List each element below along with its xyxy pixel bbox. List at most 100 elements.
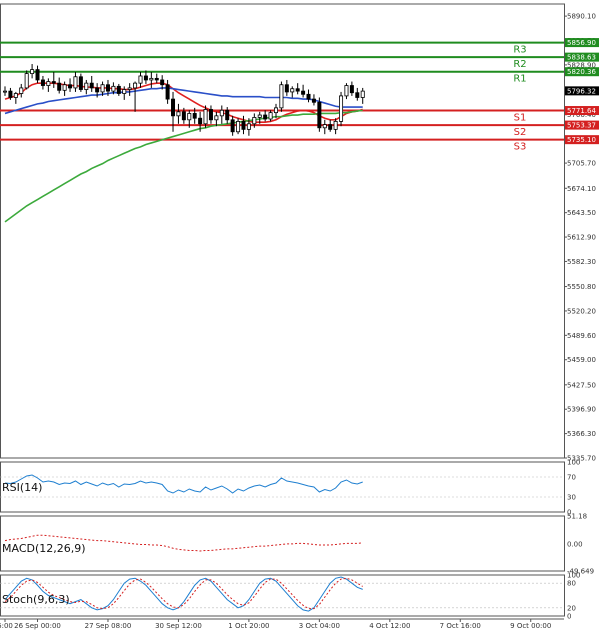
candle-bullish: [219, 109, 224, 117]
level-label-r2: R2: [513, 59, 526, 70]
level-price-tag-r2: [565, 52, 599, 62]
candle-bullish: [84, 82, 89, 90]
candle-bearish: [40, 79, 45, 86]
candle-bullish: [100, 84, 105, 93]
x-axis-tick-label: 6:00: [0, 622, 13, 630]
candle-bearish: [171, 98, 176, 117]
candle-bearish: [208, 109, 213, 121]
candle-bearish: [116, 85, 121, 94]
stoch-scale-label: 80: [567, 580, 576, 588]
candle-bearish: [355, 92, 360, 98]
level-price-label-s2: 5753.37: [567, 122, 596, 130]
candle-bullish: [133, 82, 138, 89]
macd-scale-label: -49.649: [567, 568, 594, 576]
candle-bullish: [19, 87, 24, 94]
stoch-k-line: [4, 576, 363, 612]
candle-bullish: [30, 69, 35, 74]
macd-panel-frame: [0, 515, 565, 572]
candle-bullish: [322, 124, 327, 129]
current-price-label: 5796.32: [567, 87, 596, 95]
candle-bearish: [295, 88, 300, 92]
candle-bearish: [198, 117, 203, 125]
level-price-tag-s3: [565, 135, 599, 145]
candle-bullish: [176, 111, 181, 117]
candle-bearish: [78, 76, 83, 90]
x-axis-tick-label: 7 Oct 16:00: [440, 622, 481, 630]
candle-bearish: [105, 84, 110, 92]
y-axis-tick-label: 5643.50: [567, 209, 596, 217]
candle-bullish: [187, 113, 192, 121]
candle-bullish: [127, 87, 132, 90]
x-axis-tick-label: 30 Sep 12:00: [155, 622, 202, 630]
level-label-s3: S3: [514, 142, 527, 153]
level-label-s2: S2: [514, 127, 527, 138]
macd-scale-label: 51.18: [567, 513, 587, 521]
stoch-scale-label: 20: [567, 604, 576, 612]
current-price-tag: [565, 86, 599, 96]
candle-bullish: [268, 112, 273, 120]
candle-bearish: [349, 85, 354, 94]
moving-average-line-3: [4, 109, 363, 223]
candle-bearish: [165, 84, 170, 100]
level-price-label-s3: 5735.10: [567, 136, 596, 144]
candle-bearish: [95, 87, 100, 93]
candle-bullish: [203, 109, 208, 125]
candle-bullish: [46, 81, 51, 86]
rsi-scale-label: 70: [567, 474, 576, 482]
y-axis-tick-label: 5550.80: [567, 283, 596, 291]
x-axis-tick-label: 4 Oct 12:00: [369, 622, 410, 630]
y-axis-tick-label: 5828.90: [567, 61, 596, 69]
candle-bullish: [122, 89, 127, 94]
main-plot-frame: [0, 3, 565, 459]
candle-bearish: [306, 93, 311, 100]
moving-average-line-2: [4, 87, 363, 115]
y-axis-tick-label: 5674.10: [567, 185, 596, 193]
candle-bearish: [263, 114, 268, 120]
candle-bearish: [89, 82, 94, 89]
level-price-label-r1: 5820.36: [567, 68, 596, 76]
candle-bearish: [154, 77, 159, 81]
candle-bullish: [252, 117, 257, 125]
level-price-label-r3: 5856.90: [567, 39, 596, 47]
candle-bearish: [192, 113, 197, 119]
candle-bearish: [241, 121, 246, 130]
candle-bullish: [214, 115, 219, 121]
macd-title: MACD(12,26,9): [2, 542, 86, 555]
y-axis-tick-label: 5396.90: [567, 406, 596, 414]
candle-bullish: [13, 93, 18, 98]
rsi-panel-frame: [0, 461, 565, 513]
y-axis-tick-label: 5582.30: [567, 258, 596, 266]
level-price-tag-s1: [565, 106, 599, 116]
candle-bullish: [111, 85, 116, 92]
candle-bearish: [35, 69, 40, 81]
candle-bullish: [24, 73, 29, 89]
candle-bearish: [317, 101, 322, 129]
candle-bearish: [51, 81, 56, 84]
level-price-label-r2: 5838.63: [567, 54, 596, 62]
candle-bearish: [160, 79, 165, 86]
candle-bullish: [149, 77, 154, 81]
y-axis-tick-label: 5427.50: [567, 381, 596, 389]
candle-bullish: [236, 121, 241, 133]
candle-bearish: [181, 111, 186, 121]
y-axis-tick-label: 5366.30: [567, 430, 596, 438]
candle-bullish: [279, 84, 284, 109]
candle-bearish: [328, 124, 333, 130]
candle-bullish: [290, 88, 295, 93]
level-label-s1: S1: [514, 113, 527, 124]
macd-signal-line: [4, 534, 363, 552]
candle-bullish: [360, 90, 365, 98]
rsi-line: [4, 474, 363, 494]
y-axis-tick-label: 5335.70: [567, 455, 596, 463]
level-price-tag-s2: [565, 120, 599, 130]
rsi-title: RSI(14): [2, 481, 42, 494]
stoch-scale-label: 0: [567, 613, 571, 621]
level-label-r3: R3: [513, 45, 526, 56]
candle-bullish: [339, 95, 344, 122]
y-axis-tick-label: 5489.60: [567, 332, 596, 340]
x-axis-tick-label: 27 Sep 08:00: [85, 622, 132, 630]
candle-bullish: [246, 123, 251, 130]
candle-bearish: [143, 75, 148, 81]
candle-bullish: [344, 85, 349, 97]
